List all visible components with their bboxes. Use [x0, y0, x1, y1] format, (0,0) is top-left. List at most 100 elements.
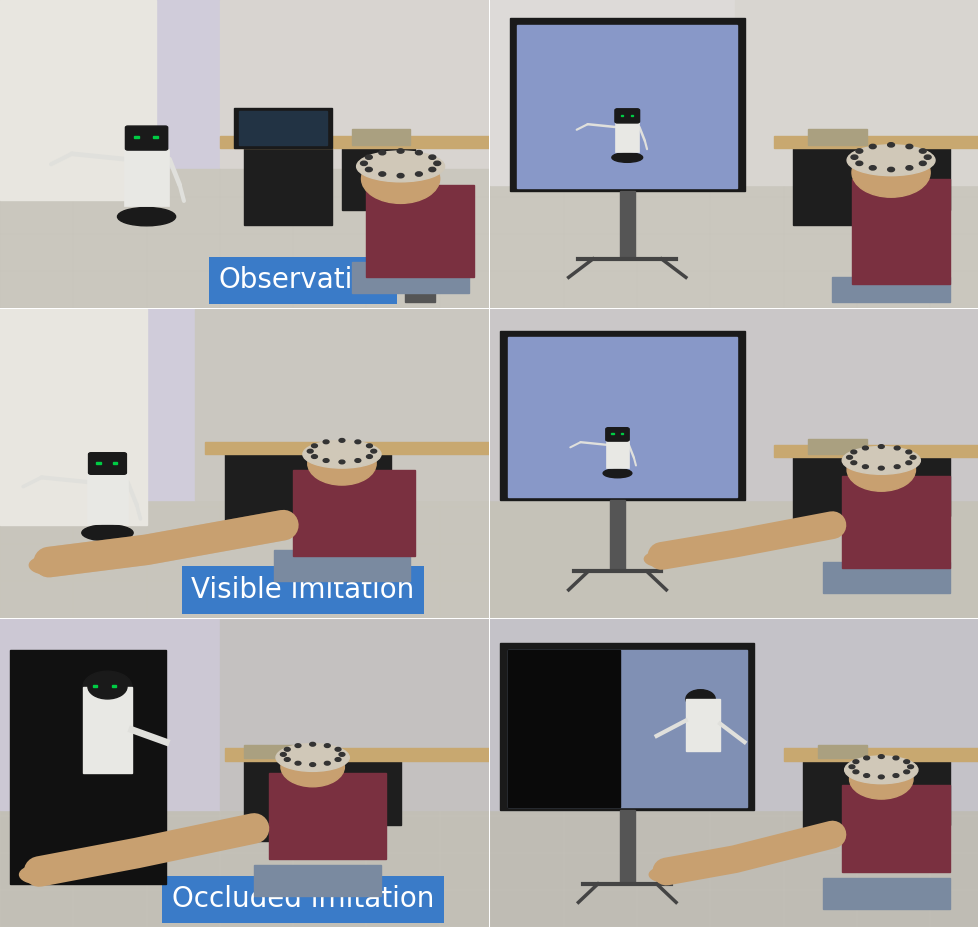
Bar: [332, 760, 400, 825]
Bar: [516, 25, 736, 188]
Bar: [507, 650, 619, 806]
Circle shape: [852, 760, 858, 764]
Circle shape: [877, 466, 883, 470]
Bar: [244, 148, 332, 225]
Circle shape: [868, 166, 875, 170]
Text: Observation: Observation: [218, 266, 387, 295]
Bar: [619, 191, 634, 259]
Ellipse shape: [276, 743, 349, 771]
Circle shape: [923, 155, 930, 159]
Bar: [220, 619, 488, 810]
Bar: [851, 179, 949, 284]
Circle shape: [846, 448, 914, 491]
Bar: [630, 115, 633, 116]
Bar: [405, 286, 434, 302]
Bar: [205, 442, 488, 454]
Circle shape: [846, 455, 852, 459]
Circle shape: [355, 440, 361, 444]
Circle shape: [877, 445, 883, 449]
Circle shape: [83, 671, 132, 702]
Circle shape: [918, 161, 925, 166]
Bar: [507, 337, 736, 498]
Bar: [620, 115, 623, 116]
Circle shape: [850, 461, 856, 464]
Bar: [841, 785, 949, 871]
Bar: [510, 19, 743, 191]
Ellipse shape: [841, 447, 919, 475]
Bar: [841, 476, 949, 568]
Bar: [890, 760, 949, 825]
Circle shape: [851, 148, 929, 197]
Bar: [244, 760, 322, 841]
Bar: [112, 685, 116, 687]
Circle shape: [433, 161, 440, 166]
Circle shape: [280, 753, 286, 756]
Circle shape: [397, 173, 404, 178]
Circle shape: [307, 442, 376, 485]
Ellipse shape: [846, 145, 934, 175]
Bar: [807, 130, 866, 145]
Circle shape: [905, 461, 911, 464]
Ellipse shape: [844, 756, 917, 783]
Bar: [351, 130, 410, 145]
Circle shape: [852, 770, 858, 774]
Bar: [490, 184, 978, 308]
Circle shape: [905, 145, 911, 148]
Bar: [802, 760, 880, 841]
Bar: [880, 457, 949, 516]
Circle shape: [893, 464, 899, 468]
Bar: [0, 501, 488, 617]
Bar: [734, 0, 978, 184]
Circle shape: [910, 455, 915, 459]
Bar: [244, 745, 292, 757]
Ellipse shape: [20, 866, 59, 883]
Circle shape: [877, 755, 883, 758]
Bar: [0, 310, 196, 501]
Bar: [268, 773, 385, 859]
Circle shape: [284, 747, 289, 751]
Bar: [490, 0, 734, 184]
Bar: [822, 562, 949, 593]
Bar: [500, 331, 743, 501]
Circle shape: [415, 171, 422, 176]
Circle shape: [338, 438, 344, 442]
Circle shape: [355, 459, 361, 463]
Circle shape: [892, 756, 898, 760]
Circle shape: [887, 168, 894, 171]
Circle shape: [323, 440, 329, 444]
Circle shape: [361, 154, 439, 203]
Circle shape: [855, 149, 862, 153]
Circle shape: [309, 763, 315, 767]
Circle shape: [324, 761, 330, 765]
Bar: [225, 454, 312, 531]
Bar: [609, 501, 624, 571]
Bar: [614, 121, 639, 152]
Circle shape: [397, 149, 404, 153]
Bar: [97, 462, 101, 464]
Circle shape: [892, 774, 898, 778]
Bar: [792, 457, 870, 531]
Circle shape: [862, 446, 867, 450]
Bar: [0, 0, 220, 170]
FancyBboxPatch shape: [605, 427, 629, 441]
Circle shape: [309, 743, 315, 746]
Bar: [292, 470, 415, 556]
Circle shape: [877, 775, 883, 779]
Circle shape: [365, 155, 372, 159]
Bar: [220, 135, 488, 148]
Circle shape: [371, 450, 377, 453]
Bar: [490, 310, 978, 501]
Bar: [831, 277, 949, 302]
Circle shape: [365, 168, 372, 171]
Bar: [366, 184, 473, 277]
Ellipse shape: [648, 867, 683, 883]
Bar: [0, 619, 220, 810]
Text: Visible imitation: Visible imitation: [191, 576, 414, 603]
Ellipse shape: [602, 469, 631, 477]
Bar: [225, 748, 488, 760]
Bar: [112, 462, 117, 464]
Ellipse shape: [611, 153, 642, 162]
Circle shape: [366, 444, 372, 448]
Bar: [240, 111, 327, 145]
Circle shape: [307, 450, 313, 453]
